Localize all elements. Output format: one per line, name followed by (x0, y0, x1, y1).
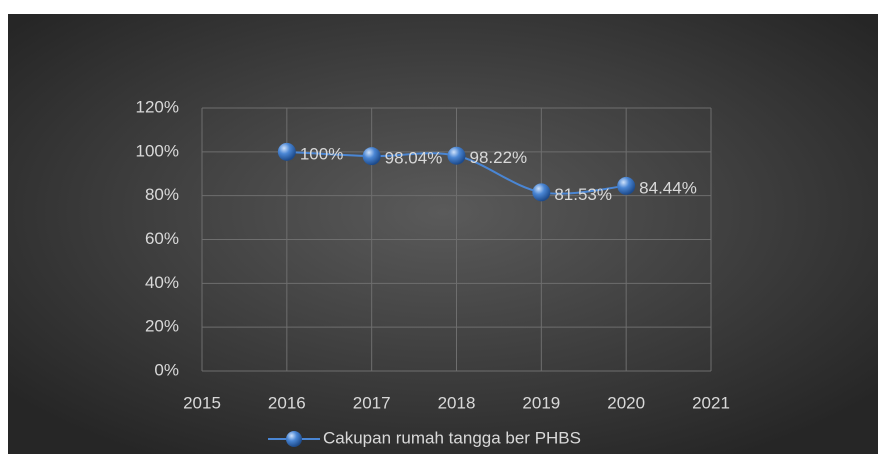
chart-background (8, 14, 878, 454)
data-point (617, 176, 636, 195)
x-tick-label: 2019 (522, 393, 560, 412)
data-point (362, 147, 381, 166)
y-tick-label: 100% (136, 141, 179, 160)
y-tick-label: 0% (154, 360, 179, 379)
data-label: 81.53% (554, 185, 612, 204)
y-tick-label: 60% (145, 229, 179, 248)
data-point (447, 146, 466, 165)
data-point (532, 183, 551, 202)
x-tick-label: 2020 (607, 393, 645, 412)
legend-marker (286, 431, 302, 447)
y-tick-label: 40% (145, 273, 179, 292)
y-tick-label: 80% (145, 185, 179, 204)
data-point (277, 142, 296, 161)
x-tick-label: 2017 (353, 393, 391, 412)
data-label: 100% (300, 144, 343, 163)
data-label: 98.04% (385, 149, 443, 168)
legend-label: Cakupan rumah tangga ber PHBS (323, 428, 581, 447)
x-tick-label: 2018 (438, 393, 476, 412)
y-tick-label: 20% (145, 317, 179, 336)
x-tick-label: 2016 (268, 393, 306, 412)
data-label: 84.44% (639, 178, 697, 197)
x-tick-label: 2015 (183, 393, 221, 412)
y-tick-label: 120% (136, 97, 179, 116)
data-label: 98.22% (470, 148, 528, 167)
x-tick-label: 2021 (692, 393, 730, 412)
